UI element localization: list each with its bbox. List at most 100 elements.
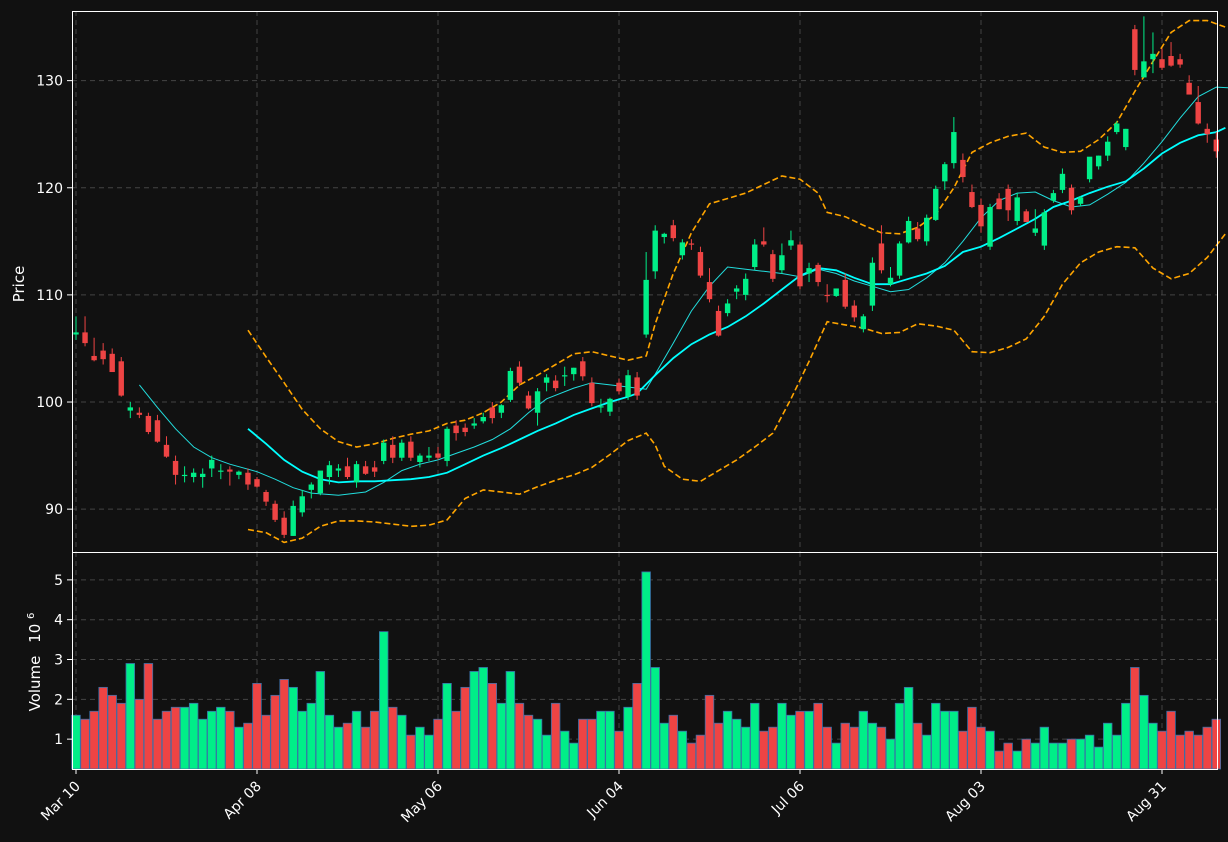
volume-bar (605, 710, 615, 770)
volume-bar (496, 702, 507, 770)
volume-bar (179, 706, 190, 770)
candle-body (1077, 197, 1084, 204)
candle-body (534, 391, 541, 413)
volume-bar (216, 706, 226, 770)
volume-bar (333, 726, 344, 770)
volume-bar (197, 718, 208, 770)
volume-bar (406, 734, 416, 770)
candle-body (190, 472, 197, 478)
volume-bar (188, 702, 199, 770)
candle-body (661, 233, 667, 238)
price-tick-label: 130 (36, 74, 63, 90)
candle-body (335, 468, 342, 471)
candle-body (290, 505, 296, 536)
volume-bar (967, 706, 977, 770)
price-y-ticks: 90 100 110 120 130 (36, 74, 72, 518)
candle-body (145, 415, 152, 433)
volume-panel: 1 2 3 4 5 Volume 10 6 (26, 552, 1222, 770)
candle-body (353, 464, 360, 483)
candle-body (589, 382, 595, 404)
candle-body (317, 470, 324, 494)
volume-bar (867, 722, 878, 770)
candle-body (1105, 141, 1111, 156)
volume-bar (704, 694, 715, 770)
candle-body (1014, 197, 1020, 221)
volume-bar (1093, 746, 1104, 770)
candle-body (670, 225, 676, 239)
bollinger-upper-line (247, 19, 1226, 448)
volume-y-ticks: 1 2 3 4 5 (54, 573, 72, 748)
volume-bar (98, 686, 108, 770)
volume-bar (1039, 726, 1050, 770)
candle-body (951, 132, 957, 164)
candle-body (1186, 82, 1192, 95)
bollinger-bands (247, 19, 1227, 544)
volume-bar (976, 726, 986, 770)
volume-bar (804, 710, 814, 770)
candle-body (1095, 155, 1102, 167)
price-panel: 90 100 110 120 130 Price (10, 11, 1228, 553)
candle-body (218, 470, 224, 472)
candle-body (552, 380, 559, 389)
candle-body (344, 466, 351, 478)
candle-body (1204, 128, 1210, 135)
volume-bar (840, 722, 850, 770)
candle-body (878, 243, 885, 271)
volume-bar (125, 663, 136, 770)
candle-body (896, 243, 903, 276)
price-tick-label: 90 (45, 502, 63, 518)
candle-body (453, 425, 459, 434)
volume-bar (378, 631, 389, 770)
candle-body (1032, 228, 1038, 233)
volume-exponent-power: 6 (26, 613, 37, 619)
candle-body (960, 159, 966, 178)
volume-bar (695, 734, 706, 770)
candle-body (743, 278, 749, 295)
volume-axis-label-text: Volume (26, 656, 44, 712)
candle-body (625, 375, 631, 397)
candle-body (815, 264, 821, 283)
volume-bar (1057, 742, 1068, 770)
volume-bar (451, 710, 461, 770)
candle-body (1132, 29, 1138, 70)
candle-body (715, 310, 722, 336)
candle-body (236, 471, 242, 475)
candle-body (245, 472, 251, 485)
volume-bar (659, 722, 669, 770)
volume-bar (116, 702, 126, 770)
volume-bar (741, 726, 751, 770)
candle-body (371, 467, 378, 472)
volume-bar (1112, 734, 1122, 770)
volume-bar (80, 718, 90, 770)
candle-body (607, 398, 613, 412)
volume-bar (460, 686, 470, 770)
candle-body (969, 192, 975, 208)
volume-bar (315, 671, 326, 770)
candle-body (1059, 173, 1066, 190)
candle-body (652, 230, 658, 272)
candle-body (1005, 188, 1011, 211)
volume-bar (722, 710, 733, 770)
volume-bar (1166, 710, 1176, 770)
candle-body (1150, 53, 1156, 60)
candle-body (136, 412, 143, 415)
candle-body (498, 405, 505, 413)
candle-body (643, 279, 649, 335)
volume-bar (1175, 734, 1185, 770)
volume-bar (351, 710, 362, 770)
volume-bar (569, 742, 579, 770)
volume-bar (777, 702, 787, 770)
volume-tick-label: 1 (54, 732, 63, 748)
candle-body (362, 466, 369, 474)
candle-body (444, 428, 450, 461)
volume-bar (505, 671, 516, 770)
volume-bar (1021, 738, 1031, 770)
candle-body (308, 484, 314, 490)
candlesticks (73, 16, 1219, 539)
volume-bar (161, 710, 172, 770)
candle-body (978, 204, 984, 227)
volume-bar (152, 718, 163, 770)
candle-body (489, 407, 495, 419)
